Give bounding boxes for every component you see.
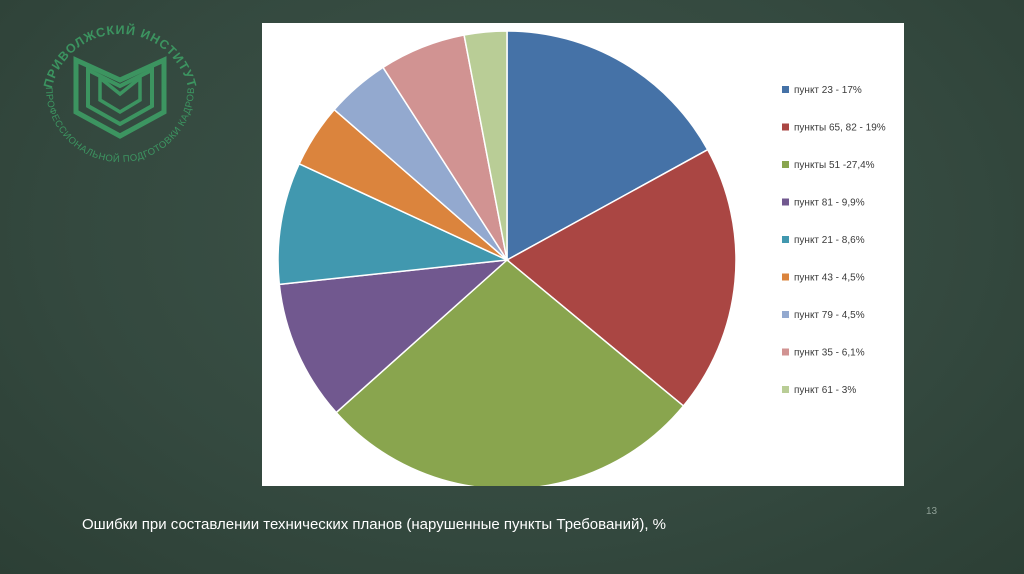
slide-caption: Ошибки при составлении технических плано… bbox=[82, 516, 667, 533]
logo-emblem-icon bbox=[73, 56, 167, 139]
legend-swatch-8 bbox=[782, 348, 789, 356]
legend-swatch-4 bbox=[782, 198, 789, 206]
pie-slice-9 bbox=[463, 30, 508, 261]
legend-label-8: пункт 35 - 6,1% bbox=[794, 348, 865, 359]
legend-swatch-9 bbox=[782, 386, 789, 393]
legend-swatch-3 bbox=[782, 161, 789, 168]
pie-slice-5 bbox=[277, 162, 510, 286]
institute-logo: ПРИВОЛЖСКИЙ ИНСТИТУТ ПРОФЕССИОНАЛЬНОЙ ПО… bbox=[41, 22, 198, 165]
legend-label-9: пункт 61 - 3% bbox=[794, 385, 856, 396]
legend-label-5: пункт 21 - 8,6% bbox=[794, 235, 865, 246]
legend-label-4: пункт 81 - 9,9% bbox=[794, 198, 865, 209]
legend-label-1: пункт 23 - 17% bbox=[794, 85, 862, 96]
legend-swatch-2 bbox=[782, 123, 789, 131]
legend-label-7: пункт 79 - 4,5% bbox=[794, 310, 865, 321]
legend-label-3: пункты 51 -27,4% bbox=[794, 160, 875, 171]
legend-swatch-5 bbox=[782, 236, 789, 243]
legend-label-6: пункт 43 - 4,5% bbox=[794, 273, 865, 284]
chart-panel: пункт 23 - 17% пункты 65, 82 - 19% пункты … bbox=[262, 23, 904, 486]
legend-swatch-7 bbox=[782, 311, 789, 318]
pie-chart: пункт 23 - 17% пункты 65, 82 - 19% пункты … bbox=[277, 30, 886, 486]
pie-slice-4 bbox=[278, 259, 510, 414]
pie-slice-2 bbox=[505, 148, 737, 408]
page-number: 13 bbox=[926, 506, 938, 517]
legend-swatch-6 bbox=[782, 273, 789, 281]
legend-label-2: пункты 65, 82 - 19% bbox=[794, 123, 886, 134]
pie-slice-1 bbox=[506, 30, 709, 262]
legend-swatch-1 bbox=[782, 86, 789, 93]
pie-slice-3 bbox=[335, 259, 685, 486]
